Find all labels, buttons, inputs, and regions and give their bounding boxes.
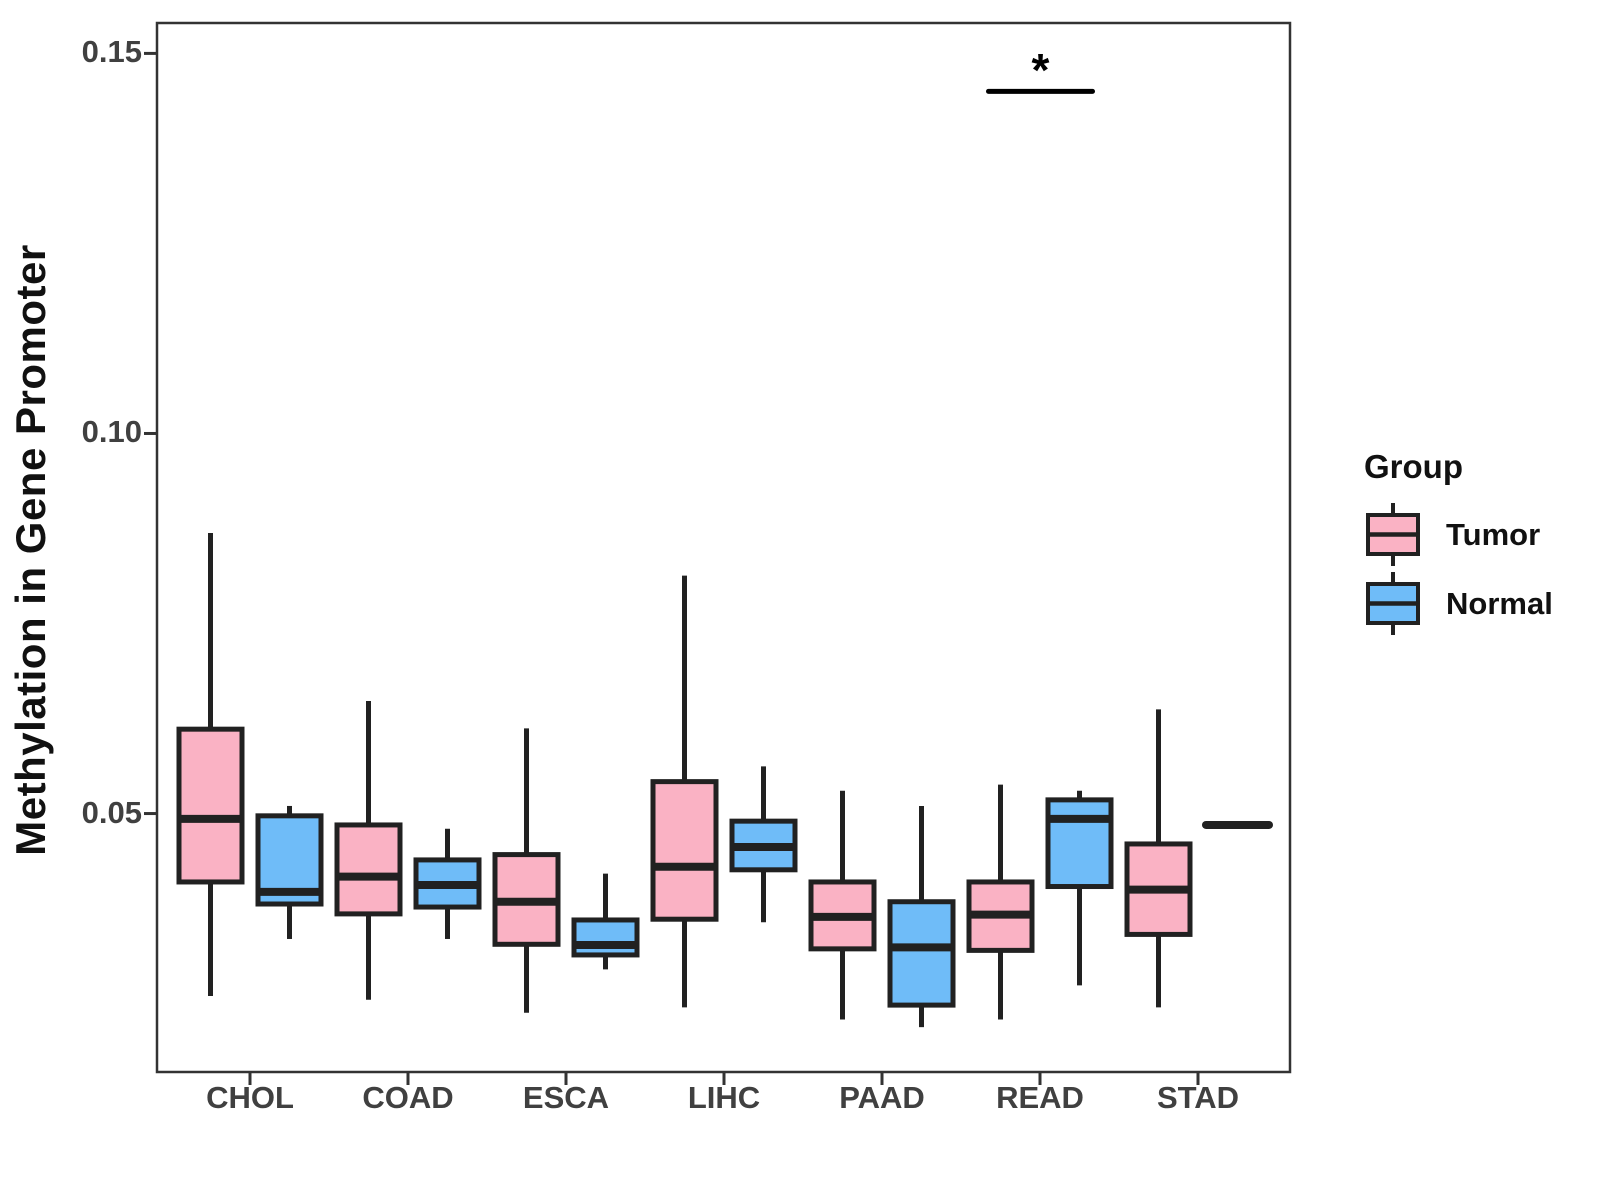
box-chol-tumor	[176, 726, 245, 885]
y-tick-label: 0.10	[81, 414, 142, 450]
x-tick-label-coad: COAD	[362, 1080, 454, 1115]
legend-items: Tumor Normal	[1338, 500, 1553, 638]
legend-item-normal: Normal	[1338, 569, 1553, 638]
box-esca-normal	[571, 917, 640, 958]
box-paad-normal	[887, 899, 956, 1008]
panel-border	[155, 21, 1292, 1074]
legend-label: Normal	[1446, 585, 1553, 621]
y-axis-title: Methylation in Gene Promoter	[7, 244, 54, 856]
legend-boxplot-glyph	[1366, 502, 1420, 566]
box-read-normal	[1045, 797, 1114, 890]
legend-boxplot-glyph	[1366, 571, 1420, 635]
y-tick-label: 0.15	[81, 34, 142, 70]
box-coad-tumor	[334, 822, 403, 917]
x-tick-label-esca: ESCA	[522, 1080, 610, 1115]
x-tick-label-read: READ	[996, 1080, 1084, 1115]
y-tick-label: 0.05	[81, 794, 142, 830]
significance-star: *	[1031, 44, 1050, 97]
box-lihc-tumor	[650, 779, 719, 922]
x-tick-label-chol: CHOL	[206, 1080, 294, 1115]
legend-item-tumor: Tumor	[1338, 500, 1553, 569]
legend: Group Tumor Normal	[1338, 448, 1553, 638]
x-tick-label-stad: STAD	[1156, 1080, 1240, 1115]
x-tick-label-lihc: LIHC	[687, 1080, 761, 1115]
legend-title: Group	[1364, 448, 1463, 485]
x-tick-label-paad: PAAD	[839, 1080, 925, 1115]
legend-label: Tumor	[1446, 516, 1541, 552]
